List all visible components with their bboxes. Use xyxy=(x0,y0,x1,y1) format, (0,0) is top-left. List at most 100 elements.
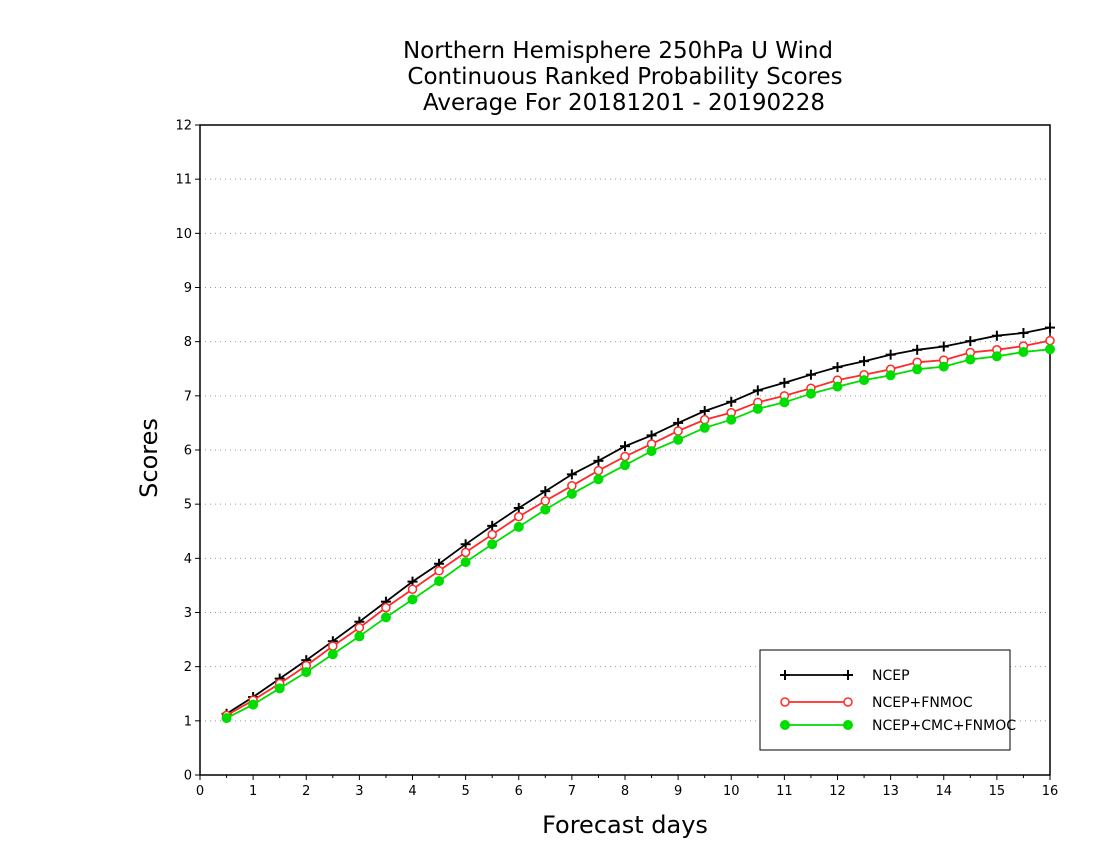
data-point-series-3 xyxy=(1018,346,1029,357)
x-tick-label: 1 xyxy=(249,784,257,799)
x-axis-label: Forecast days xyxy=(542,811,708,839)
data-point-series-1 xyxy=(646,430,657,441)
data-point-series-2 xyxy=(354,622,365,633)
data-point-series-3 xyxy=(885,370,896,381)
legend-marker xyxy=(780,720,790,730)
data-point-series-2 xyxy=(407,584,418,594)
data-point-series-1 xyxy=(699,406,710,416)
data-point-series-3 xyxy=(274,683,285,694)
x-tick-label: 5 xyxy=(461,784,469,799)
chart-title-line-3: Average For 20181201 - 20190228 xyxy=(423,90,825,116)
data-point-series-1 xyxy=(593,455,604,466)
data-point-series-2 xyxy=(540,496,551,506)
y-tick-label: 11 xyxy=(175,173,192,188)
data-point-series-3 xyxy=(832,381,843,392)
y-tick-label: 5 xyxy=(184,498,192,513)
data-point-series-3 xyxy=(673,434,684,445)
legend-marker xyxy=(780,697,790,707)
chart-title-line-1: Northern Hemisphere 250hPa U Wind xyxy=(403,38,833,64)
y-tick-label: 6 xyxy=(184,444,192,459)
x-tick-label: 12 xyxy=(829,784,846,799)
x-tick-label: 2 xyxy=(302,784,310,799)
data-point-series-1 xyxy=(487,520,498,531)
data-point-series-1 xyxy=(965,336,976,347)
x-tick-label: 7 xyxy=(568,784,576,799)
data-point-series-2 xyxy=(567,481,577,491)
data-point-series-1 xyxy=(566,469,577,480)
data-point-series-1 xyxy=(885,349,896,360)
data-point-series-2 xyxy=(434,566,444,576)
data-point-series-3 xyxy=(540,504,551,515)
x-tick-label: 10 xyxy=(723,784,740,799)
data-point-series-3 xyxy=(221,713,232,724)
data-point-series-2 xyxy=(699,414,710,425)
data-point-series-2 xyxy=(328,641,338,651)
y-tick-label: 10 xyxy=(175,227,192,242)
data-point-series-3 xyxy=(805,388,816,399)
data-point-series-2 xyxy=(460,547,471,558)
legend-marker xyxy=(780,670,790,680)
data-point-series-1 xyxy=(540,486,551,497)
data-point-series-3 xyxy=(991,351,1002,362)
y-tick-label: 12 xyxy=(175,119,192,134)
data-point-series-3 xyxy=(487,539,498,550)
data-point-series-3 xyxy=(699,422,710,433)
data-point-series-3 xyxy=(938,361,949,372)
data-point-series-1 xyxy=(1018,328,1029,338)
data-point-series-3 xyxy=(327,649,338,660)
data-point-series-1 xyxy=(805,369,816,380)
y-tick-label: 4 xyxy=(184,552,192,567)
data-point-series-3 xyxy=(434,576,445,587)
data-point-series-2 xyxy=(593,465,604,476)
x-tick-label: 11 xyxy=(776,784,793,799)
y-tick-label: 7 xyxy=(184,389,192,404)
x-tick-label: 0 xyxy=(196,784,204,799)
series-lines xyxy=(221,322,1055,724)
x-tick-label: 14 xyxy=(935,784,952,799)
data-point-series-2 xyxy=(487,529,497,540)
legend: NCEP NCEP+FNMOC NCEP+CMC+FNMOC xyxy=(759,649,1016,751)
y-tick-label: 9 xyxy=(184,281,192,296)
data-point-series-2 xyxy=(381,602,391,613)
y-tick-label: 2 xyxy=(184,660,192,675)
data-point-series-1 xyxy=(912,344,923,355)
y-tick-label: 1 xyxy=(184,714,192,729)
x-tick-label: 16 xyxy=(1042,784,1059,799)
data-point-series-1 xyxy=(513,502,524,513)
legend-marker xyxy=(843,697,853,707)
data-point-series-1 xyxy=(673,417,684,428)
x-tick-label: 15 xyxy=(989,784,1006,799)
data-point-series-3 xyxy=(752,403,763,414)
data-point-series-1 xyxy=(832,362,843,373)
data-point-series-3 xyxy=(912,364,923,375)
legend-label-1: NCEP xyxy=(872,668,910,684)
x-tick-label: 13 xyxy=(882,784,899,799)
x-tick-label: 4 xyxy=(408,784,416,799)
data-point-series-3 xyxy=(407,594,418,605)
data-point-series-3 xyxy=(779,397,790,408)
y-tick-label: 3 xyxy=(184,606,192,621)
data-point-series-3 xyxy=(646,446,657,457)
chart-title-line-2: Continuous Ranked Probability Scores xyxy=(407,64,842,90)
data-point-series-3 xyxy=(460,557,471,568)
data-point-series-1 xyxy=(991,330,1002,341)
data-point-series-2 xyxy=(620,451,630,462)
data-point-series-3 xyxy=(380,612,391,623)
x-tick-label: 3 xyxy=(355,784,363,799)
data-point-series-3 xyxy=(859,375,870,386)
data-point-series-1 xyxy=(859,356,870,367)
legend-marker xyxy=(843,720,853,730)
y-tick-label: 8 xyxy=(184,335,192,350)
data-point-series-1 xyxy=(752,385,763,396)
data-point-series-1 xyxy=(1045,322,1055,333)
data-point-series-3 xyxy=(566,488,577,499)
x-tick-label: 9 xyxy=(674,784,682,799)
data-point-series-1 xyxy=(779,377,790,388)
data-point-series-1 xyxy=(726,396,737,407)
legend-marker xyxy=(843,670,853,680)
data-point-series-3 xyxy=(965,354,976,365)
data-point-series-3 xyxy=(513,521,524,532)
legend-label-3: NCEP+CMC+FNMOC xyxy=(872,718,1016,734)
